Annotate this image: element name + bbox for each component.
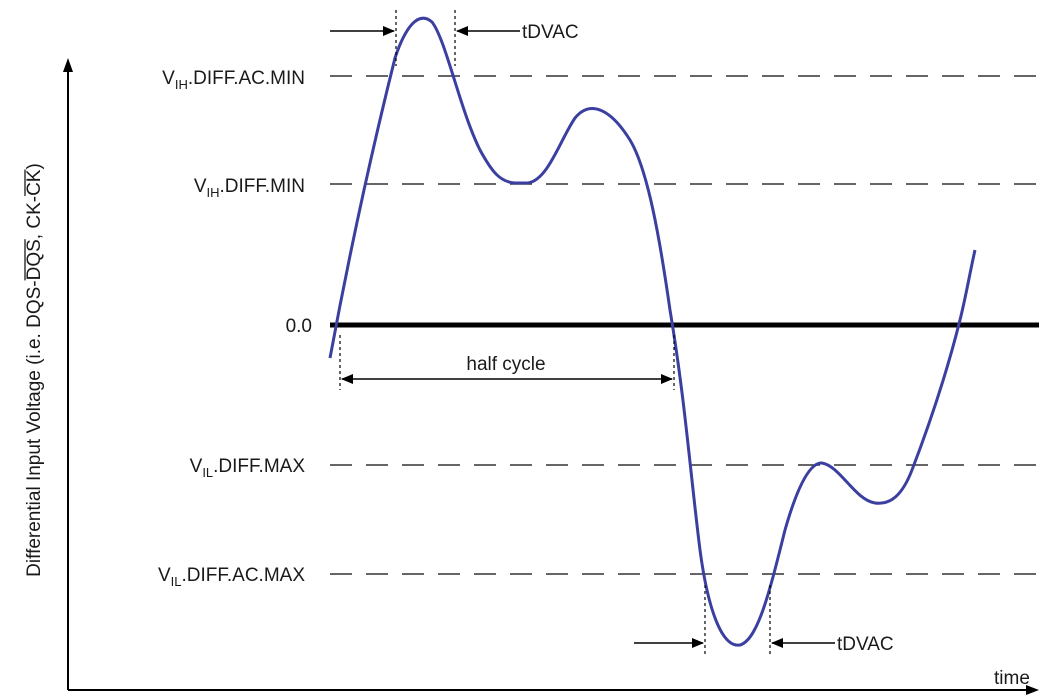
tdvac-top-label: tDVAC [522,22,579,43]
tdvac-bottom-label: tDVAC [837,634,894,655]
level-label-vih-min: VIH.DIFF.MIN [194,176,305,200]
level-label-vil-max: VIL.DIFF.MAX [190,456,306,480]
half-cycle-label: half cycle [466,354,545,375]
level-label-vih-ac-min: VIH.DIFF.AC.MIN [162,68,305,92]
x-axis-arrow [1026,685,1039,695]
y-axis-label: Differential Input Voltage (i.e. DQS-DQS… [24,163,45,577]
y-axis-arrow [63,58,73,72]
level-label-vil-ac-max: VIL.DIFF.AC.MAX [158,565,305,589]
x-axis-label: time [994,668,1030,689]
waveform [328,16,977,647]
zero-label: 0.0 [286,316,312,337]
